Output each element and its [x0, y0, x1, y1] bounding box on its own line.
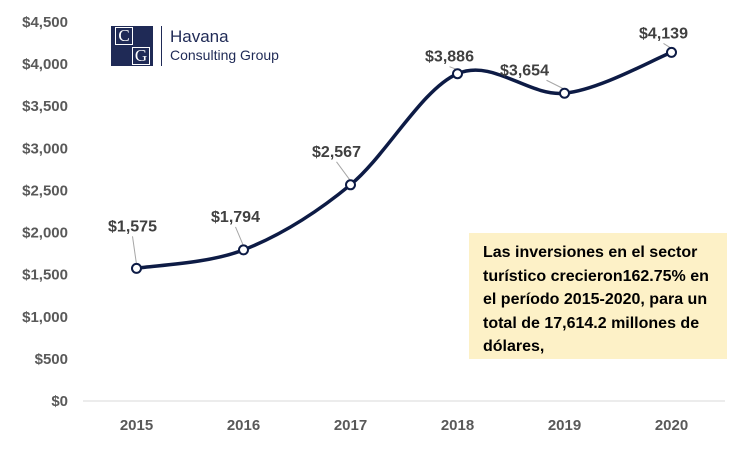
data-point [559, 87, 570, 99]
data-point [345, 179, 356, 191]
logo-divider [161, 26, 162, 66]
y-tick-label: $2,500 [22, 182, 68, 199]
data-point [452, 68, 463, 80]
data-label-leader [546, 79, 565, 90]
y-tick-label: $3,500 [22, 98, 68, 115]
logo-name-line1: Havana [170, 27, 229, 46]
y-tick-label: $3,000 [22, 140, 68, 157]
x-tick-label: 2017 [334, 417, 367, 434]
data-label-leader [132, 236, 137, 265]
y-tick-label: $2,000 [22, 225, 68, 242]
y-tick-label: $4,000 [22, 56, 68, 73]
logo-letter-c: C [115, 27, 133, 45]
logo-name-line2: Consulting Group [170, 47, 279, 63]
x-tick-label: 2020 [655, 417, 688, 434]
data-label: $1,575 [108, 218, 157, 235]
y-tick-label: $1,000 [22, 309, 68, 326]
data-label: $1,794 [211, 209, 260, 226]
data-label: $3,654 [500, 62, 549, 79]
logo-letter-g: G [132, 47, 150, 65]
data-label-leader [336, 161, 351, 182]
data-label-leader [235, 226, 244, 247]
data-label: $4,139 [639, 25, 688, 42]
x-tick-label: 2018 [441, 417, 474, 434]
x-tick-label: 2016 [227, 417, 260, 434]
x-tick-label: 2019 [548, 417, 581, 434]
logo-mark: C G [111, 26, 153, 66]
y-tick-label: $0 [51, 393, 68, 410]
data-point [238, 244, 249, 256]
y-tick-label: $500 [35, 351, 68, 368]
logo-wordmark: Havana Consulting Group [170, 27, 279, 65]
x-tick-label: 2015 [120, 417, 153, 434]
data-point [666, 46, 677, 58]
data-point [131, 262, 142, 274]
summary-note: Las inversiones en el sector turístico c… [469, 233, 727, 359]
y-tick-label: $1,500 [22, 267, 68, 284]
data-label: $2,567 [312, 144, 361, 161]
data-label: $3,886 [425, 49, 474, 66]
brand-logo: C G Havana Consulting Group [111, 26, 279, 66]
y-tick-label: $4,500 [22, 14, 68, 31]
